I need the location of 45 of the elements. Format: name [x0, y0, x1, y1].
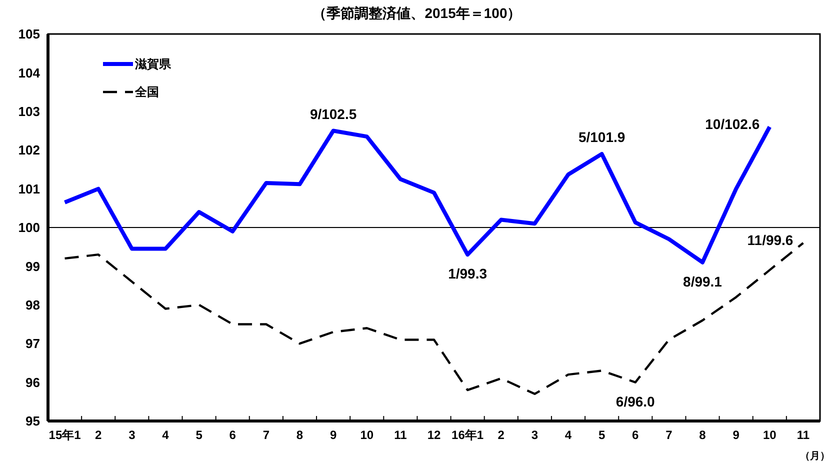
x-tick-label: 4: [162, 428, 170, 442]
x-tick-label: 7: [666, 428, 673, 442]
x-tick-label: 4: [564, 428, 572, 442]
y-tick-label: 97: [26, 336, 40, 352]
legend-label: 滋賀県: [134, 57, 172, 72]
y-tick-label: 95: [26, 414, 40, 429]
legend-label: 全国: [134, 85, 159, 100]
x-axis-title: （月）: [800, 451, 830, 462]
x-tick-label: 6: [229, 428, 236, 442]
x-tick-label: 11: [394, 428, 408, 442]
x-tick-label: 16年1: [452, 428, 484, 442]
x-tick-label: 9: [732, 428, 740, 442]
x-tick-label: 6: [632, 428, 640, 442]
x-tick-label: 8: [699, 428, 706, 442]
x-tick-label: 2: [498, 428, 505, 442]
y-tick-label: 102: [18, 142, 40, 158]
data-label: 10/102.6: [705, 116, 760, 132]
x-tick-label: 5: [598, 428, 606, 442]
data-label: 9/102.5: [310, 106, 357, 122]
x-tick-label: 2: [95, 428, 102, 442]
data-label: 6/96.0: [616, 393, 656, 410]
data-label: 1/99.3: [448, 266, 488, 282]
y-tick-label: 98: [26, 297, 40, 312]
x-tick-label: 11: [796, 428, 810, 442]
x-tick-label: 3: [128, 428, 136, 442]
y-tick-label: 99: [26, 258, 40, 274]
data-label: 5/101.9: [578, 128, 626, 145]
data-label: 8/99.1: [683, 273, 722, 290]
x-tick-label: 9: [330, 428, 337, 442]
y-tick-label: 96: [26, 374, 40, 390]
x-tick-label: 8: [296, 428, 304, 442]
y-tick-label: 104: [18, 65, 41, 80]
x-tick-label: 10: [360, 428, 374, 442]
x-tick-label: 10: [762, 428, 777, 442]
y-tick-label: 101: [18, 181, 40, 196]
x-tick-label: 12: [427, 428, 441, 442]
chart-title: （季節調整済値、2015年＝100）: [312, 5, 522, 21]
x-tick-label: 5: [196, 428, 203, 442]
data-label: 11/99.6: [747, 232, 794, 248]
x-tick-label: 7: [262, 428, 270, 442]
y-tick-label: 100: [18, 220, 40, 236]
x-tick-label: 15年1: [48, 428, 82, 442]
x-tick-label: 3: [531, 428, 538, 442]
y-tick-label: 105: [18, 26, 40, 42]
y-tick-label: 103: [18, 104, 40, 119]
